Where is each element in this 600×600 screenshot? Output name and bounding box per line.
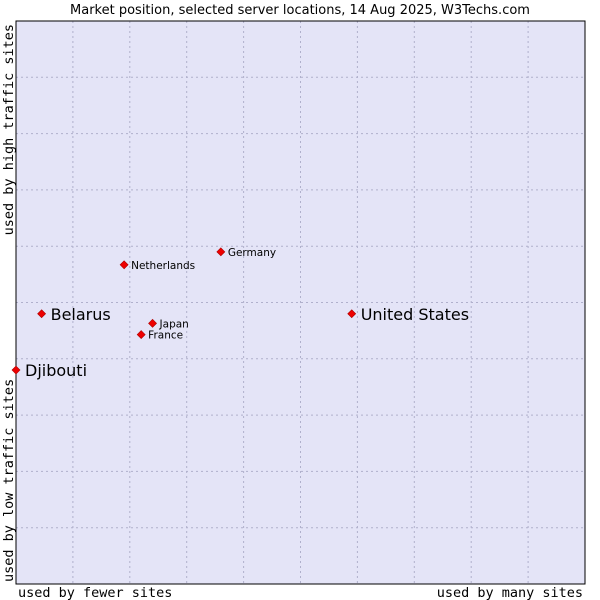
- point-label-japan: Japan: [159, 318, 189, 330]
- point-label-netherlands: Netherlands: [131, 260, 195, 272]
- plot-border: [15, 20, 586, 585]
- point-label-france: France: [148, 330, 183, 342]
- point-label-united-states: United States: [361, 305, 469, 324]
- point-marker-djibouti: [11, 365, 21, 375]
- chart-title: Market position, selected server locatio…: [70, 3, 530, 18]
- point-label-belarus: Belarus: [51, 305, 111, 324]
- x-axis-label-right: used by many sites: [437, 585, 583, 600]
- y-axis-label-bottom: used by low traffic sites: [1, 379, 17, 582]
- point-label-germany: Germany: [228, 247, 276, 259]
- point-label-djibouti: Djibouti: [25, 361, 87, 380]
- data-points: United States Germany Netherlands Belarus Ja…: [11, 247, 469, 380]
- y-axis-label-top: used by high traffic sites: [1, 24, 17, 235]
- x-axis-label-left: used by fewer sites: [18, 585, 172, 600]
- point-marker-france: [136, 330, 146, 340]
- point-marker-germany: [216, 247, 226, 257]
- point-marker-japan: [148, 318, 157, 328]
- point-marker-netherlands: [119, 260, 129, 270]
- point-marker-belarus: [37, 309, 47, 319]
- point-marker-united-states: [347, 309, 357, 319]
- grid: [16, 21, 585, 584]
